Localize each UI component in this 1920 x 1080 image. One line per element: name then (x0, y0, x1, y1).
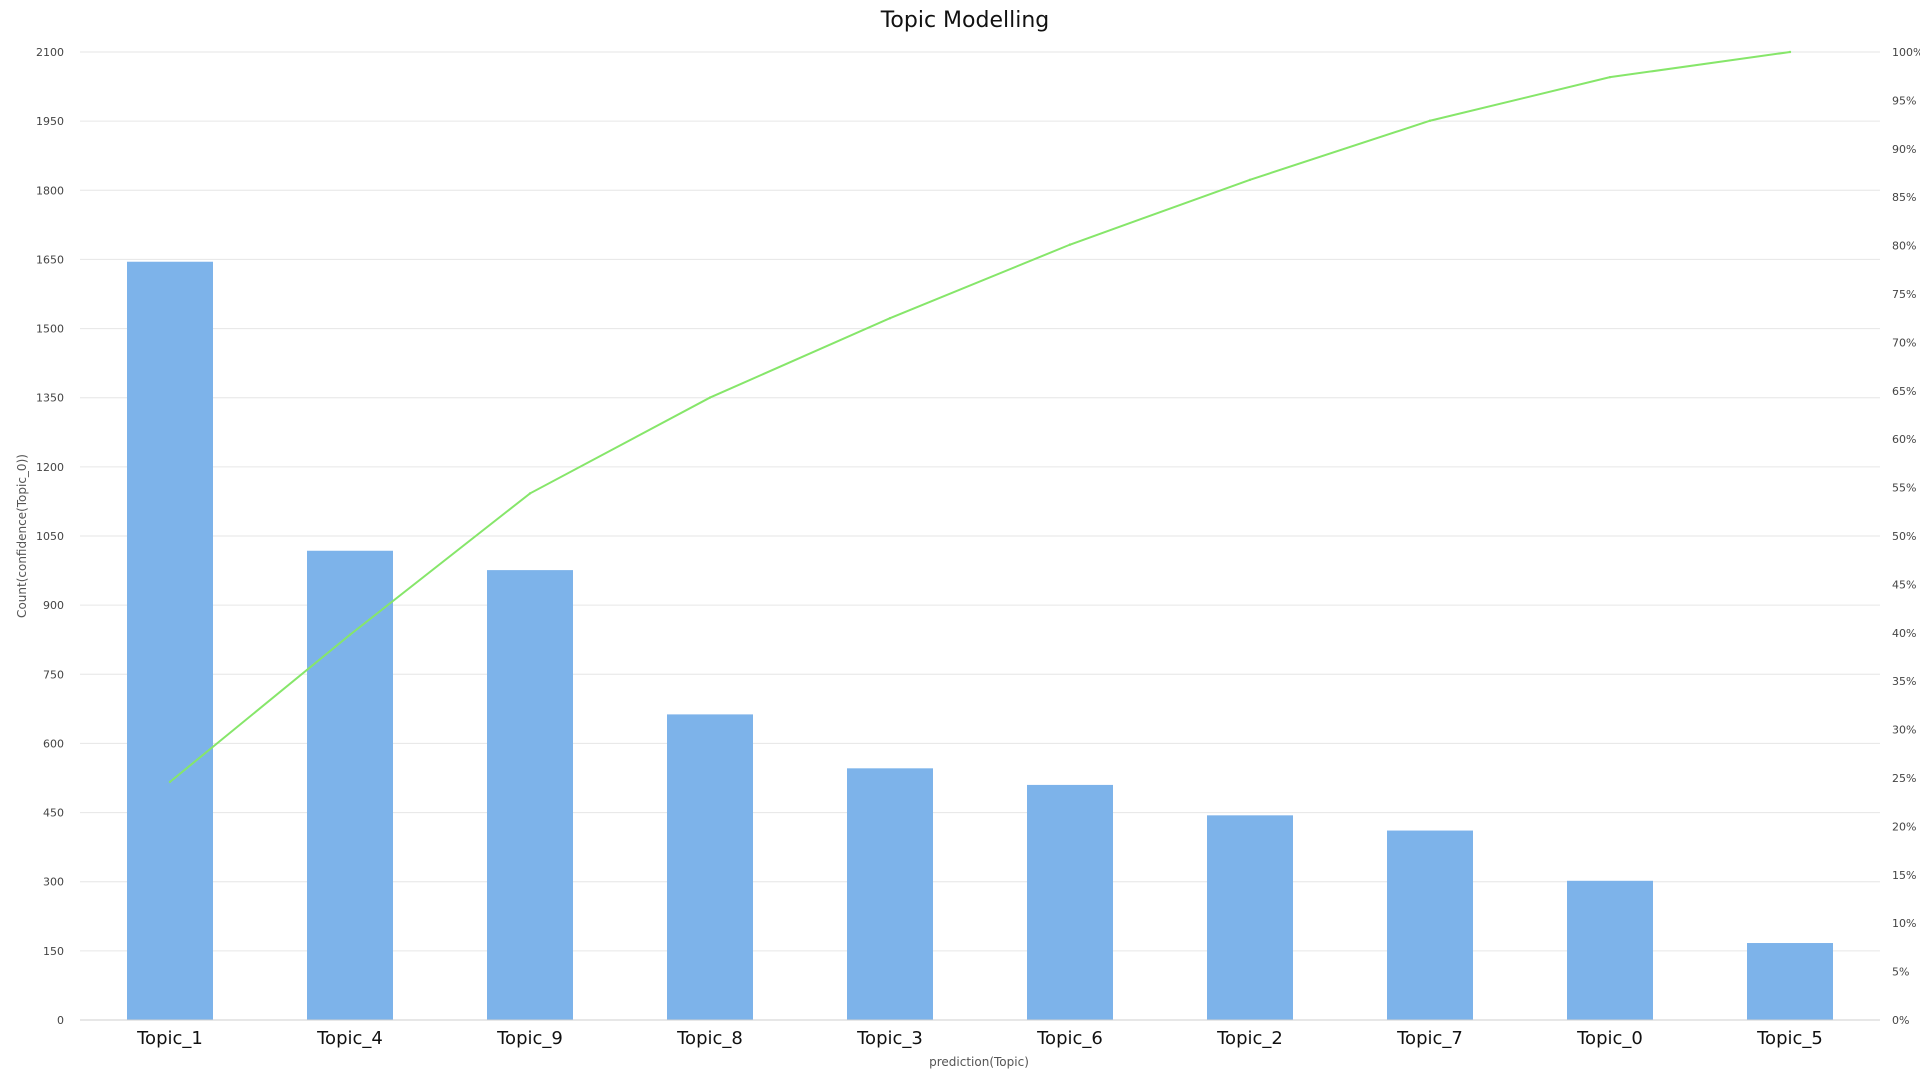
right-tick-label: 20% (1892, 820, 1916, 833)
left-tick-label: 1800 (36, 184, 64, 197)
line-point (1428, 119, 1432, 122)
line-point (168, 780, 172, 784)
bar (667, 714, 753, 1020)
right-tick-label: 30% (1892, 724, 1916, 737)
bar-series (127, 261, 1833, 1020)
x-tick-label: Topic_2 (1216, 1028, 1283, 1049)
left-tick-label: 900 (43, 599, 64, 612)
left-tick-label: 750 (43, 668, 64, 681)
left-tick-label: 1050 (36, 530, 64, 543)
cumulative-line-series (168, 50, 1792, 784)
bar (1027, 784, 1113, 1020)
x-tick-label: Topic_7 (1396, 1028, 1463, 1049)
left-tick-label: 300 (43, 876, 64, 889)
x-tick-label: Topic_6 (1036, 1028, 1103, 1049)
bar (307, 550, 393, 1020)
right-axis-ticks: 0% 5% 10% 15% 20% 25% 30% 35% 40% 45% 50% 55% 60% 65%… (1892, 46, 1920, 1027)
right-tick-label: 85% (1892, 191, 1916, 204)
right-tick-label: 60% (1892, 433, 1916, 446)
cumulative-line (169, 51, 1791, 783)
line-point (1248, 178, 1252, 181)
x-axis-ticks: Topic_1 Topic_4 Topic_9 Topic_8 Topic_3 Topic… (136, 1028, 1823, 1049)
right-tick-label: 15% (1892, 869, 1916, 882)
x-tick-label: Topic_4 (316, 1028, 383, 1049)
left-tick-label: 150 (43, 945, 64, 958)
right-tick-label: 25% (1892, 772, 1916, 785)
x-axis-label: prediction(Topic) (929, 1055, 1029, 1069)
x-tick-label: Topic_5 (1756, 1028, 1823, 1049)
line-point (1068, 243, 1072, 246)
left-tick-label: 600 (43, 737, 64, 750)
left-tick-label: 1350 (36, 392, 64, 405)
right-tick-label: 95% (1892, 94, 1916, 107)
right-tick-label: 65% (1892, 385, 1916, 398)
left-tick-label: 2100 (36, 46, 64, 59)
bar (1747, 943, 1833, 1020)
right-tick-label: 55% (1892, 482, 1916, 495)
right-tick-label: 50% (1892, 530, 1916, 543)
right-tick-label: 40% (1892, 627, 1916, 640)
x-tick-label: Topic_3 (856, 1028, 923, 1049)
x-tick-label: Topic_9 (496, 1028, 563, 1049)
line-point (1788, 50, 1792, 54)
line-point (1608, 75, 1612, 79)
bar (1387, 830, 1473, 1020)
bar (847, 768, 933, 1020)
line-point (528, 492, 532, 495)
x-tick-label: Topic_8 (676, 1028, 743, 1049)
right-tick-label: 35% (1892, 675, 1916, 688)
right-tick-label: 100% (1892, 46, 1920, 59)
left-tick-label: 1500 (36, 323, 64, 336)
bar (487, 570, 573, 1020)
line-point (348, 633, 352, 636)
chart-title: Topic Modelling (880, 8, 1050, 33)
x-tick-label: Topic_0 (1576, 1028, 1643, 1049)
right-tick-label: 0% (1892, 1014, 1909, 1027)
left-tick-label: 1200 (36, 461, 64, 474)
bar (1567, 880, 1653, 1020)
right-tick-label: 75% (1892, 288, 1916, 301)
right-tick-label: 10% (1892, 917, 1916, 930)
x-tick-label: Topic_1 (136, 1028, 203, 1049)
right-tick-label: 5% (1892, 966, 1909, 979)
left-tick-label: 1650 (36, 253, 64, 266)
line-point (888, 317, 892, 320)
bar (127, 261, 213, 1020)
y-axis-label: Count(confidence(Topic_0)) (15, 454, 29, 618)
right-tick-label: 90% (1892, 143, 1916, 156)
left-axis-ticks: 0 150 300 450 600 750 900 1050 1200 1350 1500 1650 1… (36, 46, 64, 1027)
left-tick-label: 450 (43, 807, 64, 820)
left-tick-label: 0 (57, 1014, 64, 1027)
left-tick-label: 1950 (36, 115, 64, 128)
right-tick-label: 80% (1892, 240, 1916, 253)
line-point (708, 396, 712, 399)
bar (1207, 815, 1293, 1020)
right-tick-label: 45% (1892, 578, 1916, 591)
right-tick-label: 70% (1892, 336, 1916, 349)
